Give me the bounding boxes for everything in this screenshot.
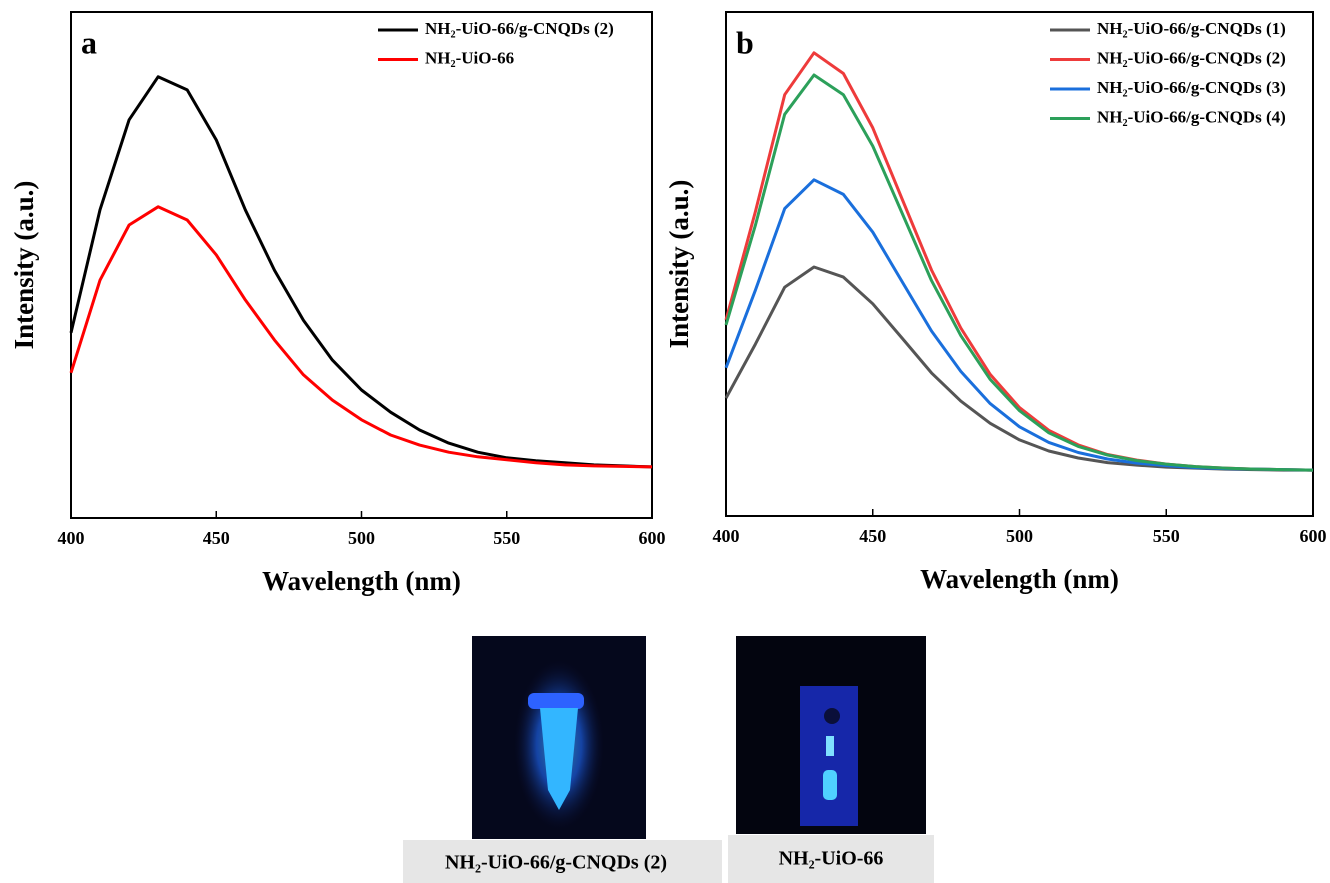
- vial-spot: [824, 708, 840, 724]
- legend-label: NH₂-UiO-66/g-CNQDs (4): [1097, 107, 1286, 126]
- caption-box: [728, 835, 934, 883]
- tube: [540, 708, 578, 810]
- tube-cap: [528, 693, 584, 709]
- caption: NH₂-UiO-66: [779, 848, 884, 870]
- caption: NH₂-UiO-66/g-CNQDs (2): [445, 852, 667, 874]
- x-tick-label: 550: [493, 528, 520, 548]
- x-tick-label: 600: [639, 528, 666, 548]
- line-series: [724, 178, 1314, 472]
- vial-glow: [823, 770, 837, 800]
- x-tick-label: 450: [859, 526, 886, 546]
- legend-label: NH₂-UiO-66/g-CNQDs (2): [1097, 48, 1286, 67]
- x-axis-label: Wavelength (nm): [920, 564, 1119, 594]
- x-tick-label: 400: [713, 526, 740, 546]
- x-tick-label: 550: [1153, 526, 1180, 546]
- vial-glow: [826, 736, 834, 756]
- legend-label: NH₂-UiO-66/g-CNQDs (3): [1097, 78, 1286, 97]
- panel-label: a: [81, 24, 97, 60]
- x-axis-label: Wavelength (nm): [262, 566, 461, 596]
- line-series: [69, 205, 653, 469]
- line-series: [724, 73, 1314, 472]
- legend-label: NH₂-UiO-66: [425, 48, 514, 67]
- legend-label: NH₂-UiO-66/g-CNQDs (2): [425, 19, 614, 38]
- line-series: [724, 265, 1313, 472]
- panel-label: b: [736, 24, 754, 60]
- line-series: [69, 75, 653, 469]
- plot-frame: [70, 11, 653, 519]
- x-tick-label: 500: [348, 528, 375, 548]
- legend-label: NH₂-UiO-66/g-CNQDs (1): [1097, 19, 1286, 38]
- x-tick-label: 450: [203, 528, 230, 548]
- y-axis-label: Intensity (a.u.): [664, 180, 694, 349]
- y-axis-label: Intensity (a.u.): [9, 181, 39, 350]
- caption-box: [403, 840, 722, 883]
- x-tick-label: 500: [1006, 526, 1033, 546]
- x-tick-label: 600: [1300, 526, 1327, 546]
- x-tick-label: 400: [58, 528, 85, 548]
